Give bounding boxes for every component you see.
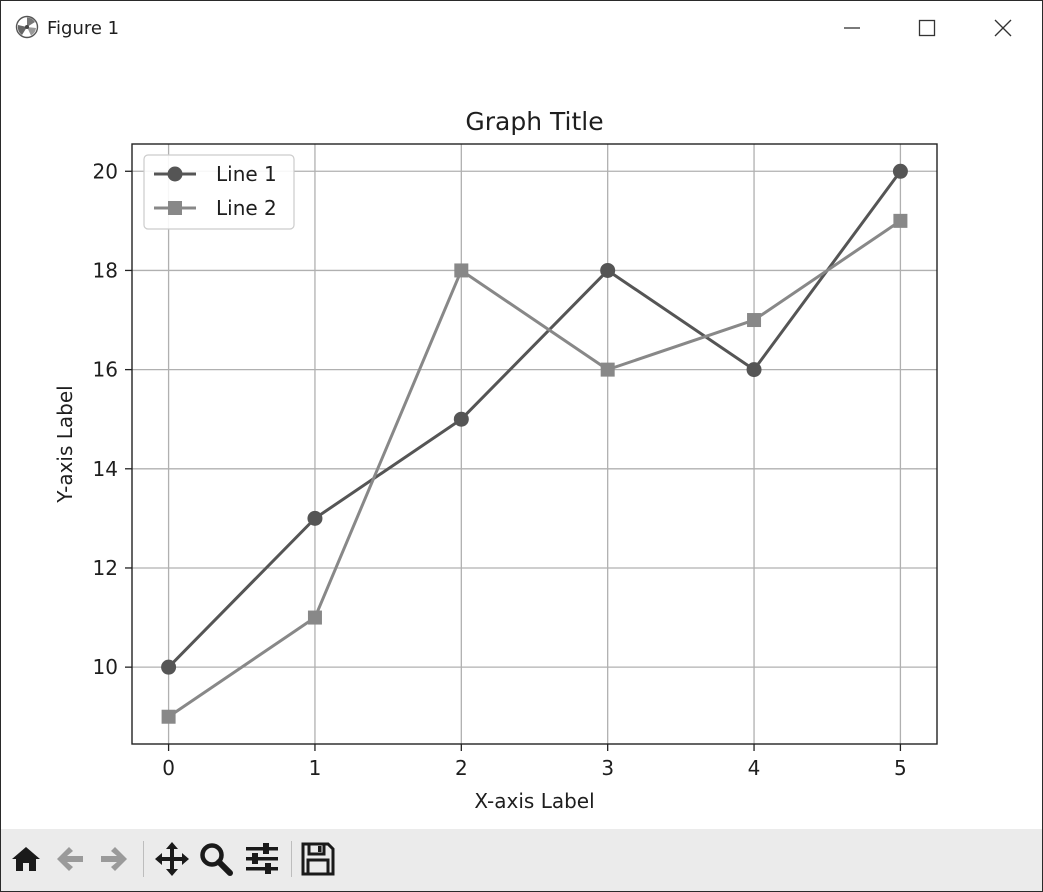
- y-tick-label: 18: [93, 258, 118, 282]
- zoom-button[interactable]: [197, 839, 235, 879]
- legend-marker: [167, 166, 183, 182]
- axes-frame: [131, 143, 938, 745]
- navigation-toolbar: [1, 829, 1042, 891]
- close-button[interactable]: [980, 9, 1026, 47]
- title-bar[interactable]: Figure 1: [1, 1, 1042, 55]
- y-tick-label: 14: [93, 457, 118, 481]
- magnifier-icon: [200, 843, 233, 876]
- y-tick-label: 10: [93, 655, 118, 679]
- data-point: [453, 411, 469, 427]
- toolbar-separator: [291, 841, 292, 877]
- y-axis-label: Y-axis Label: [53, 385, 77, 503]
- y-tick-label: 12: [93, 556, 118, 580]
- data-point: [893, 213, 908, 228]
- data-point: [307, 510, 323, 526]
- forward-button[interactable]: [95, 839, 133, 879]
- home-icon: [12, 847, 40, 871]
- home-button[interactable]: [7, 839, 45, 879]
- grid-lines: [132, 144, 937, 744]
- save-button[interactable]: [299, 839, 337, 879]
- arrow-right-icon: [101, 847, 127, 871]
- x-tick-label: 5: [894, 756, 907, 780]
- floppy-disk-icon: [301, 842, 335, 876]
- x-tick-label: 2: [455, 756, 468, 780]
- configure-subplots-button[interactable]: [243, 839, 281, 879]
- y-tick-label: 20: [93, 159, 118, 183]
- data-point: [161, 709, 176, 724]
- data-point: [600, 262, 616, 278]
- series-line: [167, 170, 902, 669]
- legend-marker: [168, 201, 182, 215]
- series-2: [161, 213, 908, 724]
- data-point: [454, 263, 469, 278]
- close-icon: [994, 19, 1012, 37]
- matplotlib-logo-icon: [15, 15, 39, 39]
- y-tick-label: 16: [93, 358, 118, 382]
- arrow-left-icon: [57, 847, 83, 871]
- minimize-button[interactable]: [829, 9, 875, 47]
- data-point: [892, 163, 908, 179]
- x-axis-label: X-axis Label: [474, 789, 594, 813]
- series-line: [167, 219, 902, 718]
- toolbar-separator: [143, 841, 144, 877]
- legend: Line 1 Line 2: [143, 154, 295, 230]
- window-title: Figure 1: [47, 18, 120, 39]
- series-1: [161, 163, 908, 675]
- pan-button[interactable]: [153, 839, 191, 879]
- legend-entry: Line 2: [154, 196, 277, 220]
- x-tick-label: 0: [162, 756, 175, 780]
- data-point: [307, 610, 322, 625]
- data-point: [600, 362, 615, 377]
- legend-label: Line 2: [216, 196, 277, 220]
- move-arrows-icon: [155, 842, 189, 876]
- maximize-icon: [918, 19, 936, 37]
- sliders-icon: [246, 843, 278, 874]
- maximize-button[interactable]: [904, 9, 950, 47]
- figure-canvas[interactable]: 0 1 2 3 4 5 10 12 14 16 18 20 Graph Title X-axis La…: [1, 55, 1042, 829]
- x-tick-label: 4: [748, 756, 761, 780]
- x-tick-label: 1: [309, 756, 322, 780]
- minimize-icon: [844, 27, 860, 29]
- data-point: [747, 313, 762, 328]
- x-tick-label: 3: [601, 756, 614, 780]
- data-point: [746, 362, 762, 378]
- series-lines: [161, 163, 908, 724]
- legend-label: Line 1: [216, 162, 277, 186]
- chart-title: Graph Title: [465, 107, 603, 136]
- back-button[interactable]: [51, 839, 89, 879]
- legend-entry: Line 1: [154, 162, 277, 186]
- data-point: [161, 659, 177, 675]
